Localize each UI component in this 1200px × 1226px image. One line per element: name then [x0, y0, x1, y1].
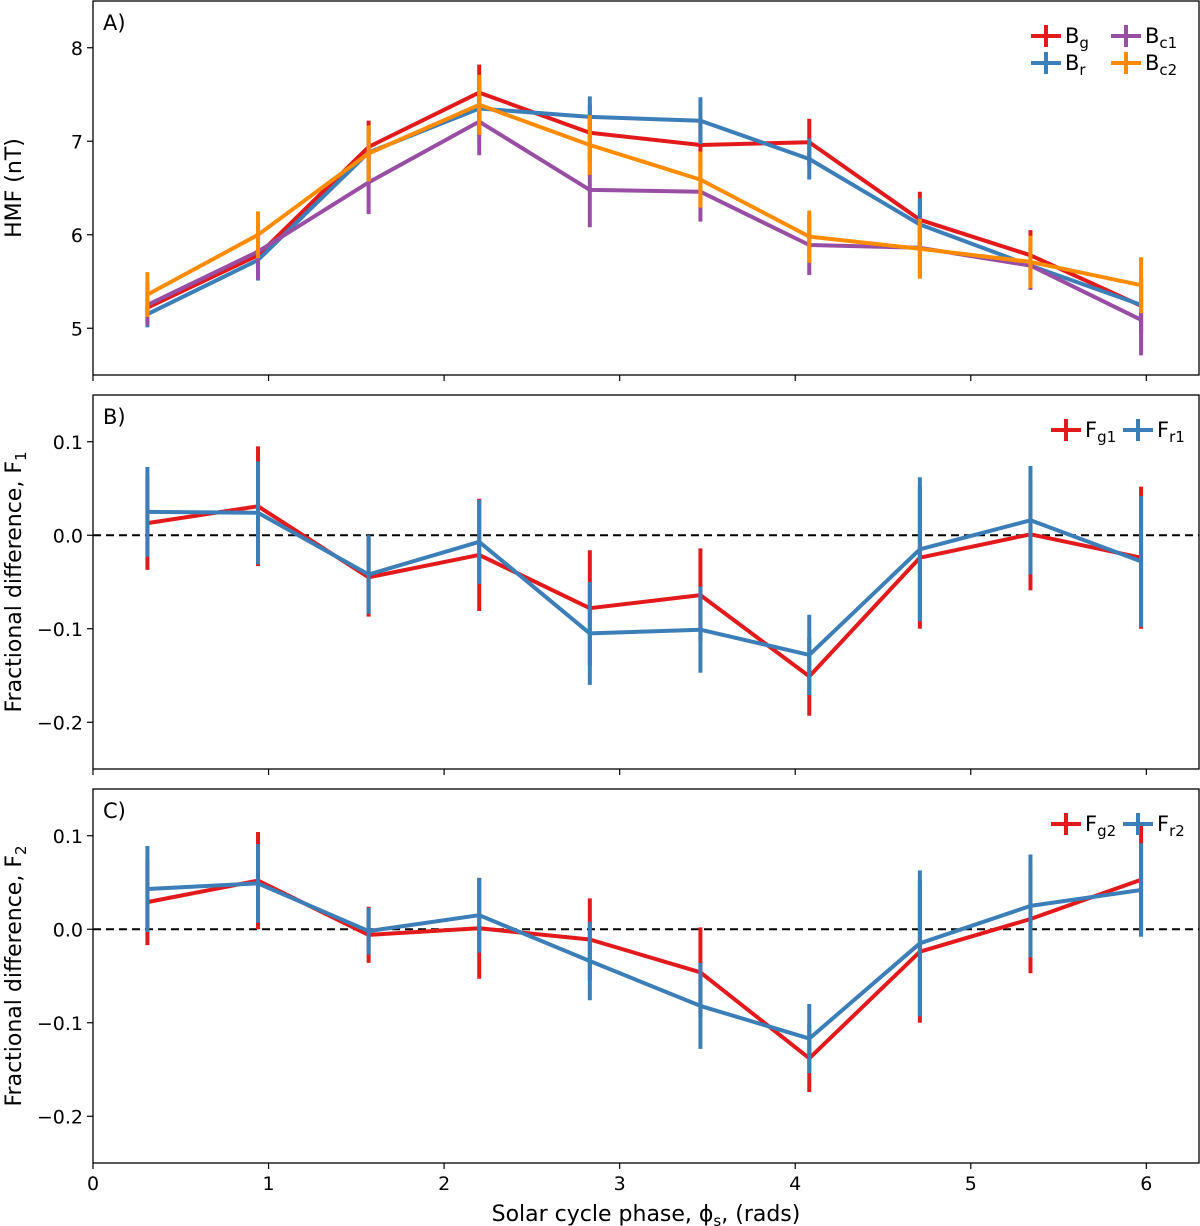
legend-label: Bc1 [1145, 24, 1177, 52]
x-tick-label: 1 [263, 1173, 275, 1195]
x-tick-label: 6 [1140, 1173, 1152, 1195]
legend-item-Bc2: Bc2 [1111, 51, 1177, 79]
data-point [256, 510, 261, 515]
x-tick-label: 3 [614, 1173, 626, 1195]
data-point [807, 157, 812, 162]
axes-frame [92, 788, 1200, 1164]
y-tick-label: 0.0 [53, 525, 83, 547]
series-line [146, 90, 1142, 310]
legend-label: Fr1 [1157, 418, 1185, 446]
data-point [145, 887, 150, 892]
data-point [1139, 317, 1144, 322]
x-axis-label: Solar cycle phase, ϕs, (rads) [492, 1202, 801, 1226]
y-tick-label: 0.1 [53, 826, 83, 848]
series-Fr1 [145, 461, 1144, 696]
legend-item-Bc1: Bc1 [1111, 24, 1177, 52]
legend-label: Br [1065, 51, 1086, 79]
legend-label: Fg1 [1085, 418, 1116, 446]
data-point [1139, 887, 1144, 892]
y-tick-label: 7 [71, 131, 83, 153]
data-point [256, 232, 261, 237]
data-point [587, 187, 592, 192]
legend-item-Fg1: Fg1 [1051, 418, 1116, 446]
data-point [698, 1003, 703, 1008]
y-tick-label: 0.0 [53, 919, 83, 941]
legend-label: Fr2 [1157, 812, 1185, 840]
legend-label: Bc2 [1145, 51, 1177, 79]
panel-2: −0.2 −0.1 0.0 0.1 Fractional difference, F1 B… [2, 394, 1200, 775]
series-Fr2 [145, 843, 1144, 1074]
y-tick-label: −0.2 [37, 1106, 83, 1128]
x-tick-label: 0 [87, 1173, 99, 1195]
legend-label: Bg [1065, 24, 1089, 52]
y-tick-label: 8 [71, 38, 83, 60]
data-point [1028, 518, 1033, 523]
y-axis-label: HMF (nT) [2, 138, 27, 238]
data-point [1028, 259, 1033, 264]
data-point [477, 913, 482, 918]
y-axis-label: Fractional difference, F1 [2, 451, 30, 712]
panel-label: B) [103, 405, 126, 429]
data-point [807, 652, 812, 657]
y-tick-label: −0.2 [37, 712, 83, 734]
data-point [917, 547, 922, 552]
data-point [366, 572, 371, 577]
axes-frame [92, 394, 1200, 770]
series-Fg1 [145, 446, 1144, 716]
panel-3: 0 1 2 3 4 5 6 −0.2 −0.1 0.0 0.1 Fractional differen… [2, 788, 1200, 1195]
series-Bg [145, 64, 1144, 334]
legend-item-Br: Br [1031, 51, 1086, 79]
data-point [366, 929, 371, 934]
data-point [807, 1036, 812, 1041]
panel-label: A) [103, 11, 126, 35]
y-axis-label: Fractional difference, F2 [2, 845, 30, 1106]
data-point [256, 881, 261, 886]
data-point [917, 246, 922, 251]
panel-label: C) [103, 799, 126, 823]
legend-item-Fg2: Fg2 [1051, 812, 1116, 840]
x-tick-label: 5 [965, 1173, 977, 1195]
data-point [698, 627, 703, 632]
y-tick-label: 5 [71, 318, 83, 340]
series-line [146, 106, 1142, 316]
legend-item-Fr2: Fr2 [1123, 812, 1185, 840]
legend-label: Fg2 [1085, 812, 1116, 840]
x-tick-label: 2 [438, 1173, 450, 1195]
data-point [587, 142, 592, 147]
data-point [698, 118, 703, 123]
series-line [146, 102, 1142, 297]
data-point [917, 941, 922, 946]
series-line [147, 877, 1142, 1061]
data-point [145, 509, 150, 514]
data-point [366, 151, 371, 156]
y-tick-label: 6 [71, 225, 83, 247]
series-line [147, 509, 1142, 657]
legend-item-Bg: Bg [1031, 24, 1089, 52]
axes-frame [92, 0, 1200, 376]
data-point [587, 631, 592, 636]
data-point [1028, 903, 1033, 908]
series-line [147, 881, 1142, 1041]
y-tick-label: −0.1 [37, 1013, 83, 1035]
y-tick-label: 0.1 [53, 432, 83, 454]
data-point [807, 234, 812, 239]
y-tick-label: −0.1 [37, 619, 83, 641]
data-point [477, 539, 482, 544]
data-point [1139, 559, 1144, 564]
legend: Fg1 Fr1 [1051, 418, 1185, 446]
series-Fg2 [145, 823, 1144, 1092]
x-tick-label: 4 [789, 1173, 801, 1195]
data-point [145, 292, 150, 297]
legend-item-Fr1: Fr1 [1123, 418, 1185, 446]
legend: Fg2 Fr2 [1051, 812, 1185, 840]
data-point [698, 177, 703, 182]
data-point [587, 959, 592, 964]
series-Bc2 [145, 74, 1144, 318]
data-point [477, 102, 482, 107]
data-point [1139, 283, 1144, 288]
